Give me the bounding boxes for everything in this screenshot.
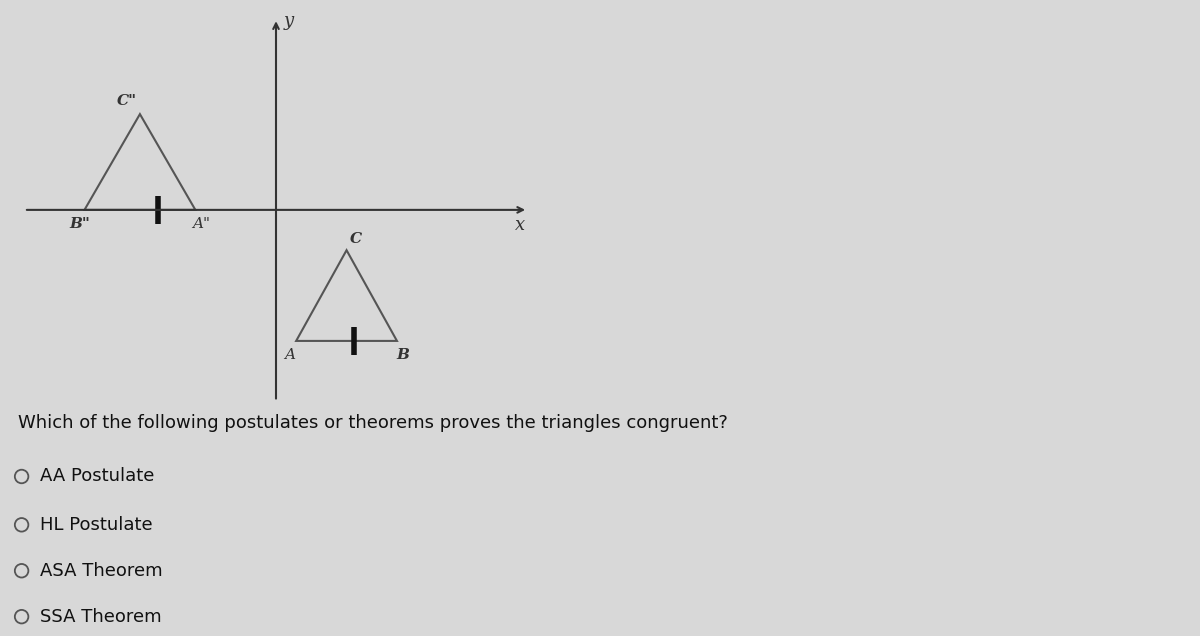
Text: ASA Theorem: ASA Theorem <box>41 562 163 580</box>
Text: A": A" <box>192 216 210 230</box>
Text: x: x <box>515 216 526 234</box>
Text: B": B" <box>70 216 90 230</box>
Text: y: y <box>283 12 294 30</box>
Text: HL Postulate: HL Postulate <box>41 516 152 534</box>
Text: B: B <box>396 347 409 361</box>
Text: A: A <box>284 347 295 361</box>
Text: C": C" <box>118 94 137 108</box>
Text: Which of the following postulates or theorems proves the triangles congruent?: Which of the following postulates or the… <box>18 413 728 432</box>
Text: C: C <box>349 232 361 245</box>
Text: AA Postulate: AA Postulate <box>41 467 155 485</box>
Text: SSA Theorem: SSA Theorem <box>41 607 162 626</box>
